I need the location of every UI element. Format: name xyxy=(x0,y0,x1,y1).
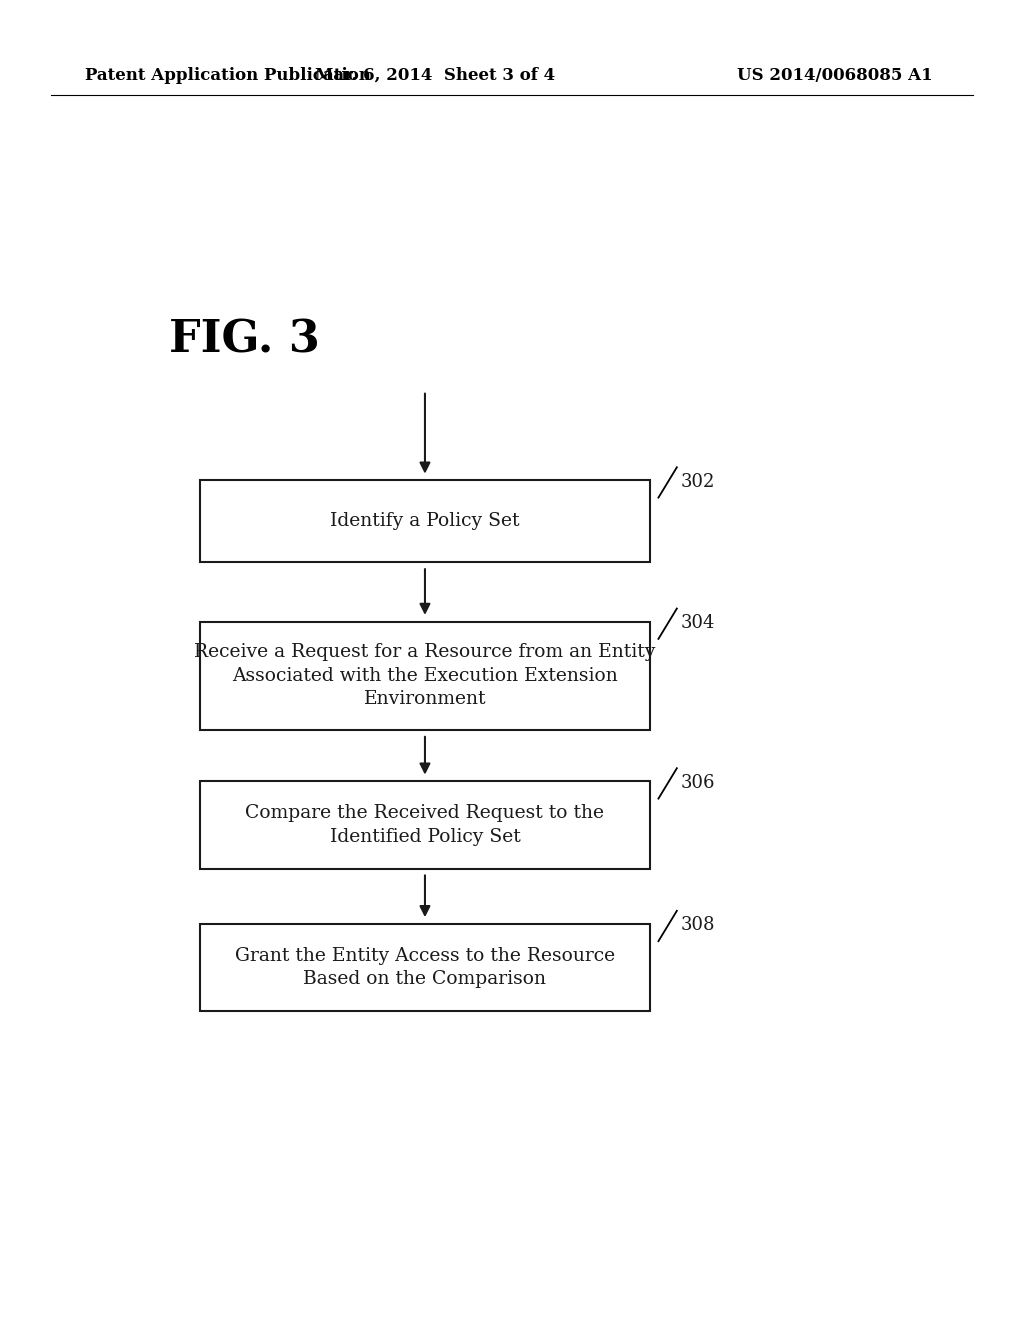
Text: US 2014/0068085 A1: US 2014/0068085 A1 xyxy=(737,66,933,83)
Text: 302: 302 xyxy=(681,473,716,491)
Bar xyxy=(200,924,650,1011)
Bar xyxy=(200,480,650,562)
Text: 306: 306 xyxy=(681,774,716,792)
Text: Grant the Entity Access to the Resource
Based on the Comparison: Grant the Entity Access to the Resource … xyxy=(234,946,615,989)
Text: FIG. 3: FIG. 3 xyxy=(169,318,319,362)
Text: Identify a Policy Set: Identify a Policy Set xyxy=(330,512,520,531)
Text: Mar. 6, 2014  Sheet 3 of 4: Mar. 6, 2014 Sheet 3 of 4 xyxy=(315,66,555,83)
Text: 304: 304 xyxy=(681,614,716,632)
Text: Patent Application Publication: Patent Application Publication xyxy=(85,66,371,83)
Text: Receive a Request for a Resource from an Entity
Associated with the Execution Ex: Receive a Request for a Resource from an… xyxy=(195,643,655,709)
Bar xyxy=(200,622,650,730)
Text: 308: 308 xyxy=(681,916,716,935)
Text: Compare the Received Request to the
Identified Policy Set: Compare the Received Request to the Iden… xyxy=(246,804,604,846)
Bar xyxy=(200,781,650,869)
